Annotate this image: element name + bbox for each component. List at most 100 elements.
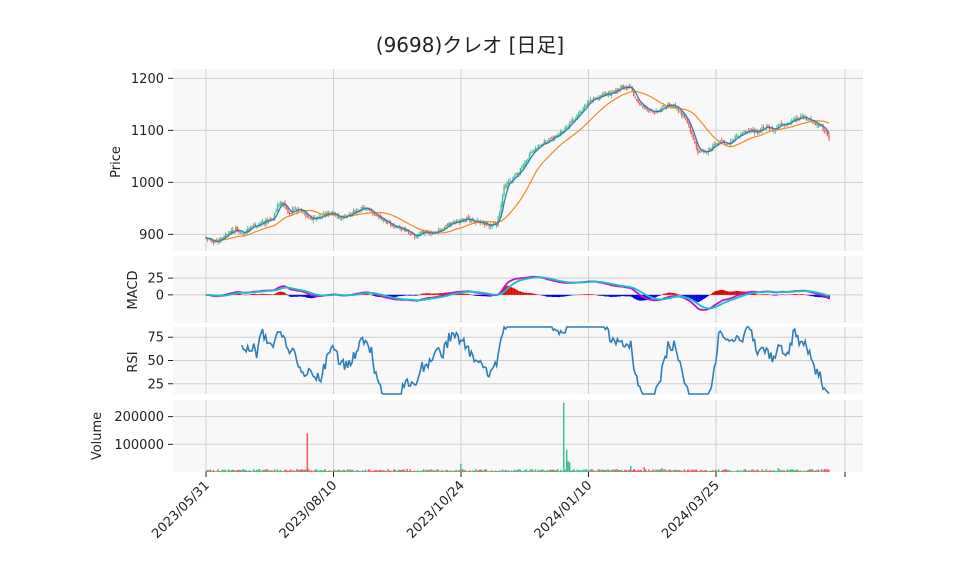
candle-body: [698, 151, 701, 153]
candle-body: [244, 232, 246, 234]
volume-bar: [580, 470, 583, 472]
candle-body: [539, 144, 541, 146]
price-ma-long-line: [205, 90, 830, 242]
macd-hist-bar: [673, 293, 675, 295]
macd-hist-bar: [619, 294, 622, 297]
volume-bar: [209, 469, 212, 472]
volume-bar: [238, 469, 240, 472]
candle-body: [363, 206, 365, 209]
candle-body: [640, 103, 642, 106]
volume-bar: [296, 469, 298, 472]
candle-body: [482, 221, 484, 225]
volume-bar: [753, 470, 756, 472]
macd-hist-bar: [276, 292, 279, 295]
macd-hist-bar: [633, 294, 635, 299]
macd-hist-bar: [585, 294, 587, 295]
macd-line: [205, 275, 830, 311]
volume-bar: [774, 471, 777, 472]
candle-body: [422, 230, 425, 234]
macd-hist-bar: [399, 294, 401, 297]
volume-bar: [740, 470, 742, 472]
macd-hist-bar: [828, 294, 830, 300]
macd-hist-bar: [640, 294, 642, 301]
candle-body: [455, 220, 458, 223]
macd-hist-bar: [725, 290, 727, 295]
macd-hist-bar: [400, 294, 402, 297]
volume-bar: [782, 470, 784, 472]
candle-body: [571, 119, 574, 123]
price-ytick-label-2: 1100: [131, 124, 164, 139]
candle-body: [467, 216, 470, 219]
candle-body: [814, 123, 817, 125]
volume-bar: [542, 469, 544, 472]
candle-body: [622, 85, 625, 88]
macd-hist-bar: [422, 293, 425, 295]
macd-hist-bar: [278, 291, 280, 295]
macd-hist-bar: [737, 291, 739, 295]
candle-body: [576, 115, 578, 119]
candle-body: [644, 108, 647, 109]
volume-bar: [346, 469, 349, 472]
candle-body: [413, 235, 416, 237]
volume-bar: [638, 470, 641, 472]
macd-hist-bar: [588, 294, 590, 295]
volume-bar: [583, 469, 586, 472]
volume-bar: [530, 469, 532, 472]
volume-bar: [397, 469, 400, 472]
volume-bar: [607, 469, 610, 472]
volume-bar: [352, 470, 355, 472]
candle-body: [574, 117, 577, 120]
candle-body: [583, 105, 586, 109]
volume-bar: [495, 470, 498, 472]
macd-hist-bar: [396, 294, 398, 297]
volume-bar: [428, 469, 431, 472]
volume-bar: [630, 465, 632, 472]
candle-body: [470, 220, 472, 222]
candle-body: [722, 140, 724, 142]
macd-hist-bar: [534, 293, 537, 295]
volume-bar: [497, 470, 499, 472]
volume-bar: [211, 471, 213, 472]
volume-bar: [312, 471, 315, 472]
volume-bar: [653, 470, 656, 472]
macd-hist-bar: [568, 294, 571, 296]
candle-body: [376, 215, 379, 217]
macd-hist-bar: [729, 291, 732, 295]
macd-hist-bar: [668, 292, 671, 295]
macd-hist-bar: [686, 294, 689, 298]
macd-hist-bar: [738, 291, 741, 295]
volume-bar: [776, 470, 778, 472]
candle-body: [226, 234, 228, 236]
candle-body: [327, 212, 329, 215]
volume-bar: [387, 469, 389, 472]
volume-bar: [363, 470, 365, 472]
candle-body: [473, 220, 475, 223]
macd-hist-bar: [773, 294, 775, 296]
volume-bar: [315, 469, 318, 472]
macd-hist-bar: [264, 293, 267, 295]
volume-bar: [449, 470, 452, 472]
volume-bar: [755, 470, 757, 472]
volume-bar: [540, 469, 543, 472]
volume-bar: [813, 470, 815, 472]
price-y-ticks: 900 1000 1100 1200: [131, 72, 173, 243]
candle-body: [311, 218, 313, 221]
macd-hist-bar: [811, 294, 814, 297]
volume-bar: [318, 470, 321, 472]
candle-body: [667, 103, 669, 107]
volume-bar: [479, 469, 481, 472]
candle-body: [303, 211, 306, 213]
volume-bar: [592, 470, 595, 472]
candle-body: [247, 228, 249, 233]
candle-body: [393, 226, 395, 227]
macd-hist-bar: [793, 294, 796, 295]
candle-body: [285, 206, 288, 210]
volume-bar: [501, 469, 504, 472]
volume-bar: [372, 470, 374, 472]
candle-body: [706, 151, 708, 153]
candle-body: [779, 123, 781, 125]
volume-bar: [633, 469, 635, 472]
macd-hist-bar: [305, 294, 307, 298]
candle-body: [267, 219, 270, 222]
macd-hist-bar: [674, 293, 677, 295]
